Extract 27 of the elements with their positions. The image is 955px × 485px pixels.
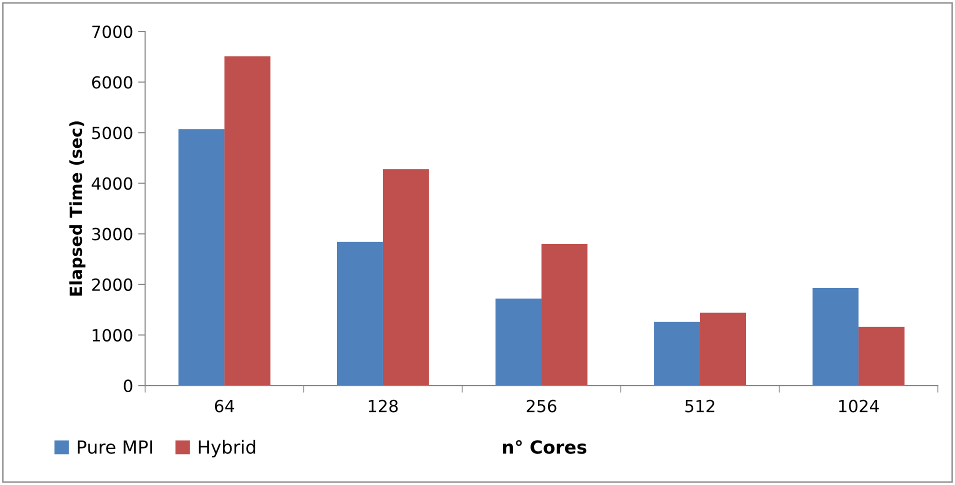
y-tick-label: 1000 — [92, 328, 132, 342]
y-tick-label: 2000 — [92, 278, 132, 291]
legend-label: Pure MPI — [78, 440, 152, 454]
y-tick-label: 7000 — [92, 25, 132, 38]
x-tick-label: 256 — [526, 400, 556, 412]
bar — [496, 298, 542, 386]
y-tick-label: 4000 — [92, 177, 132, 190]
y-tick-label: 5000 — [92, 126, 132, 140]
bar — [812, 288, 859, 386]
bar — [654, 322, 700, 386]
x-tick-label: 1024 — [839, 400, 879, 412]
bar — [178, 129, 224, 386]
x-tick-label: 64 — [214, 400, 234, 412]
x-tick-label: 512 — [685, 400, 714, 412]
bar — [858, 326, 905, 386]
x-axis-title: n° Cores — [503, 440, 586, 454]
bar — [700, 312, 746, 386]
y-tick-label: 3000 — [92, 228, 132, 240]
y-axis-title: Elapsed Time (sec) — [69, 121, 86, 296]
y-tick-label: 6000 — [92, 76, 132, 89]
legend-label: Hybrid — [198, 440, 256, 458]
bar — [541, 244, 588, 386]
bar — [382, 169, 429, 386]
bar — [336, 242, 383, 386]
y-tick-label: 0 — [124, 380, 132, 392]
bar — [224, 56, 270, 386]
x-tick-label: 128 — [368, 400, 398, 412]
